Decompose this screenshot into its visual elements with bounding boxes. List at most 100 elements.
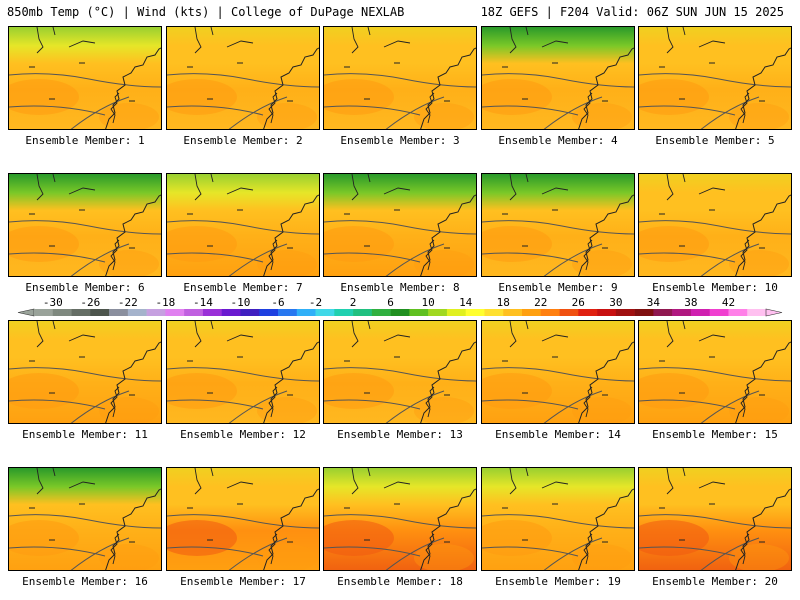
ensemble-member-label: Ensemble Member: 2 <box>183 134 303 147</box>
ensemble-member-label: Ensemble Member: 13 <box>337 428 463 441</box>
colorbar-segment <box>90 309 110 316</box>
colorbar-segment <box>127 309 147 316</box>
colorbar-tick-label: -2 <box>309 296 322 309</box>
ensemble-member-label: Ensemble Member: 4 <box>498 134 618 147</box>
colorbar-tick-label: -14 <box>193 296 213 309</box>
ensemble-member-map <box>638 320 792 424</box>
colorbar-segment <box>184 309 204 316</box>
colorbar-right-arrow <box>765 308 783 317</box>
ensemble-member-label: Ensemble Member: 3 <box>340 134 460 147</box>
ensemble-member-label: Ensemble Member: 17 <box>180 575 306 588</box>
ensemble-member-label: Ensemble Member: 14 <box>495 428 621 441</box>
ensemble-member-map <box>638 467 792 571</box>
ensemble-member-label: Ensemble Member: 12 <box>180 428 306 441</box>
colorbar-segment <box>709 309 729 316</box>
colorbar-tick-label: 38 <box>684 296 697 309</box>
ensemble-member-map <box>166 467 320 571</box>
ensemble-member-map <box>8 26 162 130</box>
ensemble-member-label: Ensemble Member: 10 <box>652 281 778 294</box>
ensemble-member-map <box>323 173 477 277</box>
colorbar-segment <box>578 309 598 316</box>
ensemble-member-label: Ensemble Member: 6 <box>25 281 145 294</box>
ensemble-member-map <box>323 467 477 571</box>
ensemble-member-map <box>166 173 320 277</box>
colorbar-segment <box>690 309 710 316</box>
colorbar-segment <box>334 309 354 316</box>
colorbar-segment <box>653 309 673 316</box>
temperature-colorbar: -30 -26 -22 -18 -14 -10 -6 -2 2 6 10 14 18 22 26 30 34 38… <box>0 296 800 320</box>
colorbar-segment <box>371 309 391 316</box>
colorbar-tick-label: -18 <box>155 296 175 309</box>
model-run-info: 18Z GEFS | F204 Valid: 06Z SUN JUN 15 20… <box>480 5 784 19</box>
colorbar-segment <box>728 309 748 316</box>
ensemble-member-map <box>638 26 792 130</box>
ensemble-member-map <box>481 467 635 571</box>
ensemble-member-map <box>166 26 320 130</box>
colorbar-segment <box>259 309 279 316</box>
ensemble-member-map <box>638 173 792 277</box>
ensemble-member-label: Ensemble Member: 16 <box>22 575 148 588</box>
colorbar-tick-label: 22 <box>534 296 547 309</box>
colorbar-tick-label: -22 <box>118 296 138 309</box>
ensemble-member-map <box>323 26 477 130</box>
colorbar-segment <box>390 309 410 316</box>
colorbar-tick-label: 42 <box>722 296 735 309</box>
ensemble-member-label: Ensemble Member: 5 <box>655 134 775 147</box>
ensemble-member-map <box>481 173 635 277</box>
ensemble-member-label: Ensemble Member: 19 <box>495 575 621 588</box>
colorbar-tick-label: 34 <box>647 296 661 309</box>
colorbar-tick-label: -30 <box>43 296 63 309</box>
colorbar-segment <box>446 309 466 316</box>
ensemble-member-label: Ensemble Member: 7 <box>183 281 303 294</box>
colorbar-segment <box>484 309 504 316</box>
colorbar-tick-label: 26 <box>572 296 585 309</box>
colorbar-segment <box>52 309 72 316</box>
colorbar-tick-label: -10 <box>231 296 251 309</box>
ensemble-member-map <box>8 173 162 277</box>
colorbar-segment <box>353 309 373 316</box>
ensemble-member-map <box>481 26 635 130</box>
colorbar-segment <box>240 309 260 316</box>
colorbar-tick-label: 30 <box>609 296 622 309</box>
colorbar-segment <box>522 309 542 316</box>
colorbar-segment <box>672 309 692 316</box>
colorbar-segment <box>540 309 560 316</box>
colorbar-segment <box>409 309 429 316</box>
colorbar-segment <box>597 309 617 316</box>
colorbar-segment <box>221 309 241 316</box>
ensemble-member-label: Ensemble Member: 15 <box>652 428 778 441</box>
colorbar-tick-label: -26 <box>80 296 100 309</box>
colorbar-segment <box>615 309 635 316</box>
colorbar-tick-label: 6 <box>387 296 394 309</box>
colorbar-segment <box>146 309 166 316</box>
colorbar-tick-label: 10 <box>422 296 435 309</box>
map-title: 850mb Temp (°C) | Wind (kts) | College o… <box>7 5 405 19</box>
ensemble-member-map <box>481 320 635 424</box>
colorbar-segment <box>278 309 298 316</box>
colorbar-tick-label: 18 <box>497 296 510 309</box>
ensemble-member-label: Ensemble Member: 11 <box>22 428 148 441</box>
colorbar-segment <box>559 309 579 316</box>
ensemble-member-label: Ensemble Member: 20 <box>652 575 778 588</box>
ensemble-member-map <box>8 467 162 571</box>
ensemble-member-label: Ensemble Member: 9 <box>498 281 618 294</box>
colorbar-tick-label: 14 <box>459 296 473 309</box>
ensemble-member-map <box>8 320 162 424</box>
colorbar-tick-label: -6 <box>271 296 284 309</box>
colorbar-segment <box>428 309 448 316</box>
colorbar-tick-label: 2 <box>350 296 357 309</box>
ensemble-member-map <box>166 320 320 424</box>
colorbar-segment <box>503 309 523 316</box>
ensemble-member-label: Ensemble Member: 8 <box>340 281 460 294</box>
colorbar-segment <box>165 309 185 316</box>
colorbar-segment <box>747 309 767 316</box>
colorbar-segment <box>34 309 54 316</box>
ensemble-member-label: Ensemble Member: 18 <box>337 575 463 588</box>
colorbar-segment <box>109 309 129 316</box>
colorbar-segment <box>71 309 91 316</box>
colorbar-left-arrow <box>17 308 35 317</box>
ensemble-member-map <box>323 320 477 424</box>
ensemble-member-label: Ensemble Member: 1 <box>25 134 145 147</box>
colorbar-segment <box>315 309 335 316</box>
colorbar-segment <box>296 309 316 316</box>
